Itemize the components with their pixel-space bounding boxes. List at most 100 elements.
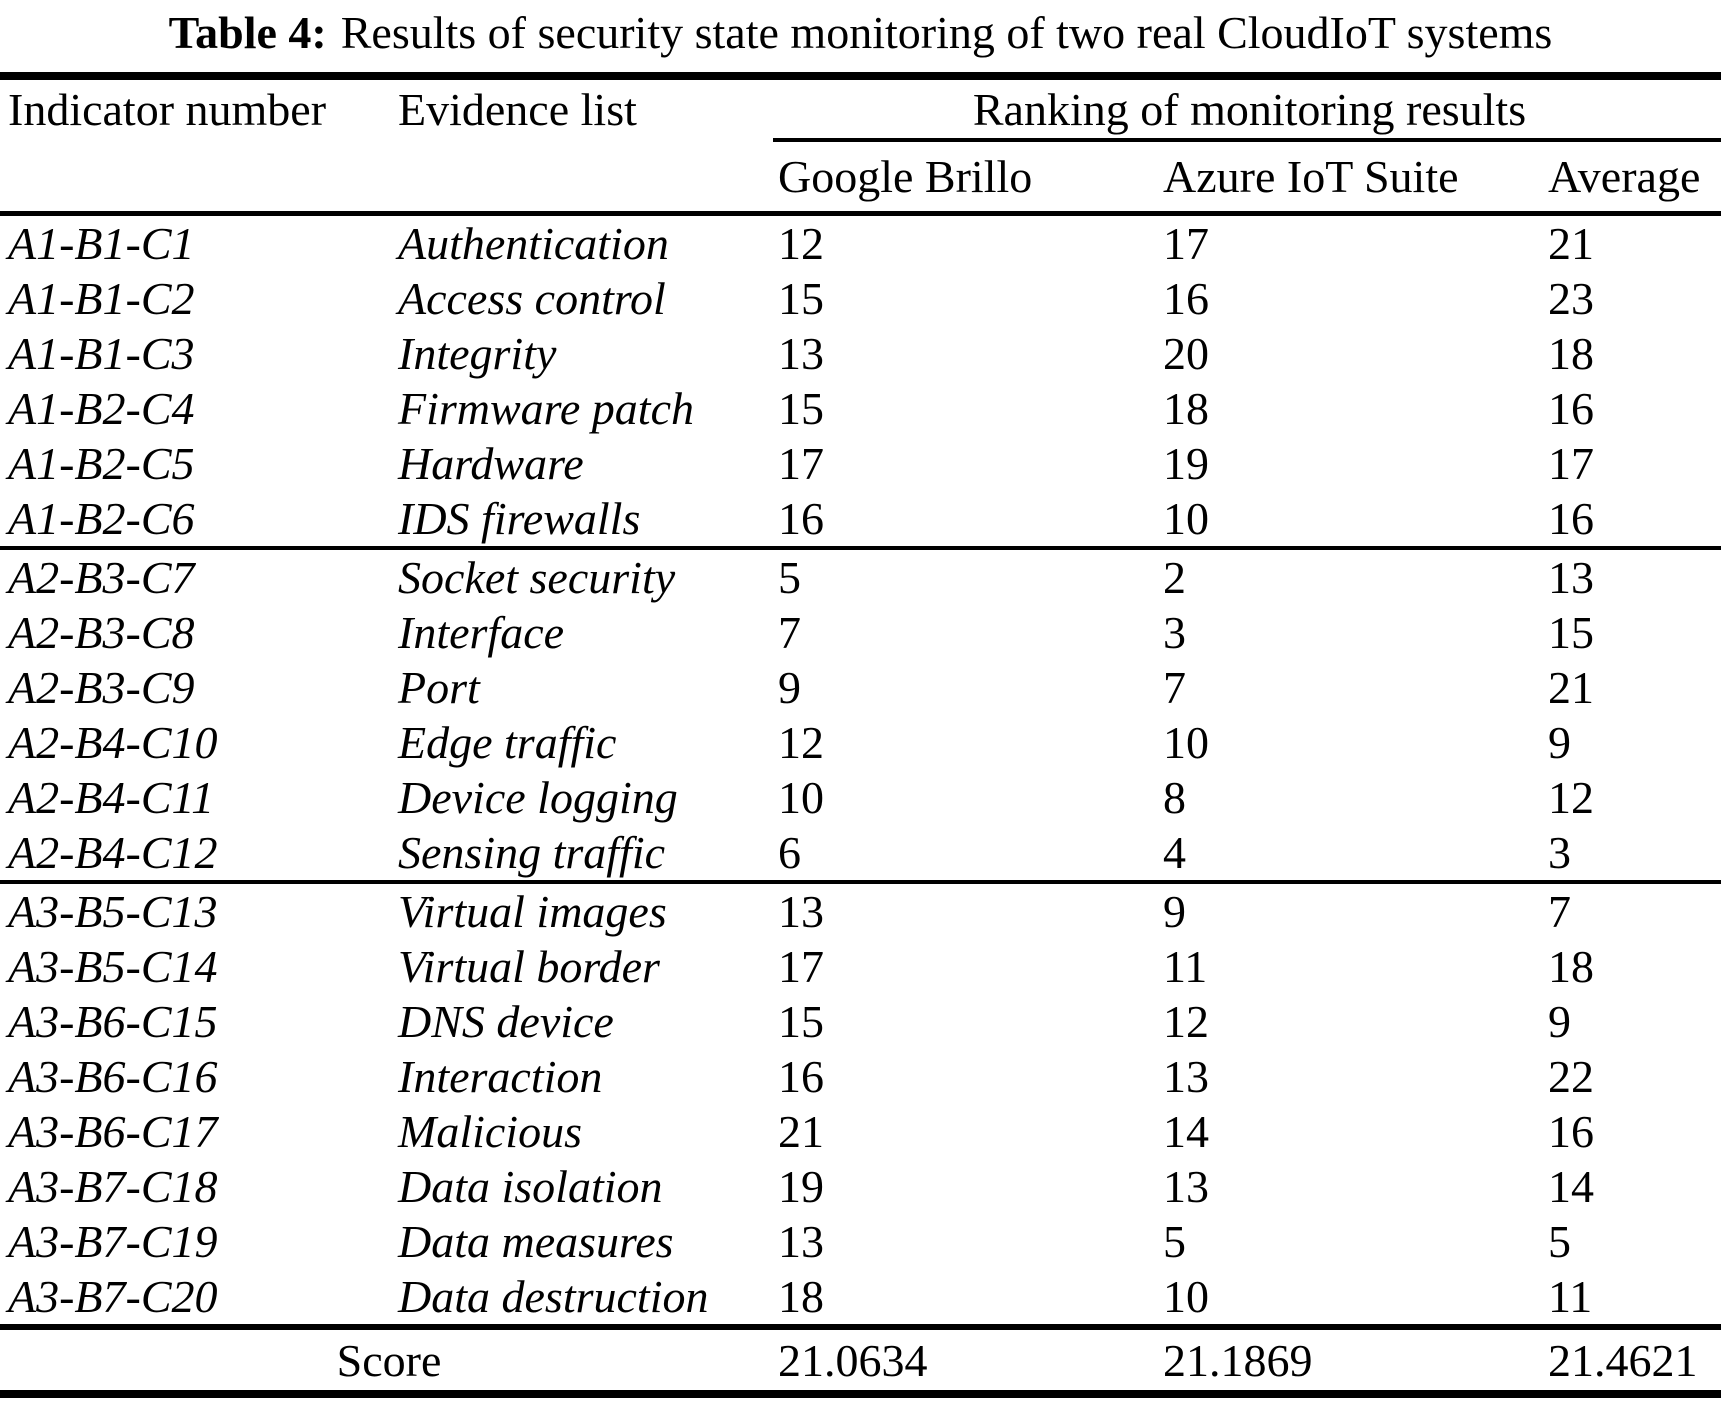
azure-iot-suite-cell: 16 (1163, 273, 1209, 324)
table-caption: Table 4: Results of security state monito… (0, 0, 1721, 72)
section-separator-rule (0, 880, 1721, 884)
azure-iot-suite-cell: 10 (1163, 1271, 1209, 1322)
average-cell: 23 (1548, 273, 1594, 324)
table-row: A1-B1-C3 Integrity 13 20 18 (0, 326, 1721, 381)
average-cell: 22 (1548, 1051, 1594, 1102)
score-azure-iot-suite: 21.1869 (1163, 1334, 1313, 1386)
azure-iot-suite-cell: 17 (1163, 218, 1209, 269)
table-row: A2-B3-C9 Port 9 7 21 (0, 660, 1721, 715)
table-row: A1-B2-C4 Firmware patch 15 18 16 (0, 381, 1721, 436)
average-cell: 16 (1548, 1106, 1594, 1157)
google-brillo-cell: 5 (778, 552, 801, 603)
caption-label: Table 4: (168, 7, 327, 58)
evidence-cell: Sensing traffic (398, 827, 666, 878)
azure-iot-suite-cell: 12 (1163, 996, 1209, 1047)
evidence-cell: Authentication (398, 218, 669, 269)
indicator-cell: A1-B2-C6 (8, 493, 195, 544)
azure-iot-suite-cell: 18 (1163, 383, 1209, 434)
google-brillo-cell: 13 (778, 886, 824, 937)
score-google-brillo: 21.0634 (778, 1334, 928, 1386)
google-brillo-cell: 12 (778, 218, 824, 269)
average-cell: 5 (1548, 1216, 1571, 1267)
header-row-2: Google Brillo Azure IoT Suite Average (0, 142, 1721, 211)
average-cell: 9 (1548, 717, 1571, 768)
table-row: A2-B3-C8 Interface 7 3 15 (0, 605, 1721, 660)
header-row-1: Indicator number Evidence list Ranking o… (0, 80, 1721, 138)
evidence-cell: Hardware (398, 438, 584, 489)
table-row: A3-B7-C19 Data measures 13 5 5 (0, 1214, 1721, 1269)
google-brillo-cell: 13 (778, 1216, 824, 1267)
table-row: A3-B6-C15 DNS device 15 12 9 (0, 994, 1721, 1049)
average-cell: 17 (1548, 438, 1594, 489)
average-cell: 9 (1548, 996, 1571, 1047)
indicator-cell: A3-B6-C15 (8, 996, 218, 1047)
table-row: A3-B5-C14 Virtual border 17 11 18 (0, 939, 1721, 994)
azure-iot-suite-cell: 20 (1163, 328, 1209, 379)
indicator-cell: A1-B1-C1 (8, 218, 195, 269)
indicator-cell: A1-B2-C5 (8, 438, 195, 489)
indicator-cell: A3-B5-C13 (8, 886, 218, 937)
google-brillo-cell: 15 (778, 273, 824, 324)
evidence-cell: Virtual images (398, 886, 667, 937)
google-brillo-cell: 16 (778, 1051, 824, 1102)
table-row: A1-B1-C1 Authentication 12 17 21 (0, 216, 1721, 271)
ranking-underline-rule (773, 138, 1721, 142)
header-average: Average (1548, 151, 1701, 202)
table-body: A1-B1-C1 Authentication 12 17 21 A1-B1-C… (0, 216, 1721, 1324)
indicator-cell: A3-B6-C16 (8, 1051, 218, 1102)
top-rule (0, 72, 1721, 80)
header-indicator-number: Indicator number (8, 83, 327, 135)
table-row: A1-B2-C5 Hardware 17 19 17 (0, 436, 1721, 491)
average-cell: 18 (1548, 941, 1594, 992)
google-brillo-cell: 17 (778, 941, 824, 992)
score-separator-rule (0, 1324, 1721, 1330)
average-cell: 3 (1548, 827, 1571, 878)
evidence-cell: Data isolation (398, 1161, 663, 1212)
evidence-cell: Data destruction (398, 1271, 709, 1322)
section-separator-rule (0, 546, 1721, 550)
header-bottom-rule (0, 211, 1721, 216)
average-cell: 11 (1548, 1271, 1593, 1322)
google-brillo-cell: 16 (778, 493, 824, 544)
table-row: A2-B4-C10 Edge traffic 12 10 9 (0, 715, 1721, 770)
evidence-cell: Socket security (398, 552, 676, 603)
average-cell: 16 (1548, 383, 1594, 434)
evidence-cell: Access control (398, 273, 666, 324)
azure-iot-suite-cell: 13 (1163, 1051, 1209, 1102)
azure-iot-suite-cell: 5 (1163, 1216, 1186, 1267)
caption-text: Results of security state monitoring of … (340, 7, 1553, 58)
google-brillo-cell: 19 (778, 1161, 824, 1212)
score-label: Score (336, 1334, 442, 1386)
header-evidence-list: Evidence list (398, 83, 637, 135)
table-row: A3-B6-C16 Interaction 16 13 22 (0, 1049, 1721, 1104)
indicator-cell: A2-B3-C9 (8, 662, 195, 713)
azure-iot-suite-cell: 11 (1163, 941, 1208, 992)
google-brillo-cell: 6 (778, 827, 801, 878)
evidence-cell: Malicious (398, 1106, 582, 1157)
azure-iot-suite-cell: 13 (1163, 1161, 1209, 1212)
azure-iot-suite-cell: 7 (1163, 662, 1186, 713)
indicator-cell: A1-B2-C4 (8, 383, 195, 434)
table-row: A2-B4-C12 Sensing traffic 6 4 3 (0, 825, 1721, 880)
evidence-cell: Firmware patch (398, 383, 694, 434)
azure-iot-suite-cell: 10 (1163, 717, 1209, 768)
google-brillo-cell: 15 (778, 996, 824, 1047)
google-brillo-cell: 18 (778, 1271, 824, 1322)
indicator-cell: A3-B5-C14 (8, 941, 218, 992)
evidence-cell: DNS device (398, 996, 614, 1047)
google-brillo-cell: 17 (778, 438, 824, 489)
average-cell: 14 (1548, 1161, 1594, 1212)
table-row: A3-B5-C13 Virtual images 13 9 7 (0, 884, 1721, 939)
evidence-cell: Interface (398, 607, 565, 658)
table-row: A3-B7-C20 Data destruction 18 10 11 (0, 1269, 1721, 1324)
average-cell: 21 (1548, 218, 1594, 269)
indicator-cell: A3-B6-C17 (8, 1106, 218, 1157)
indicator-cell: A2-B4-C10 (8, 717, 218, 768)
bottom-rule (0, 1390, 1721, 1398)
evidence-cell: Data measures (398, 1216, 674, 1267)
indicator-cell: A2-B4-C11 (8, 772, 215, 823)
indicator-cell: A1-B1-C2 (8, 273, 195, 324)
azure-iot-suite-cell: 10 (1163, 493, 1209, 544)
table-row: A1-B1-C2 Access control 15 16 23 (0, 271, 1721, 326)
header-azure-iot-suite: Azure IoT Suite (1163, 151, 1459, 202)
